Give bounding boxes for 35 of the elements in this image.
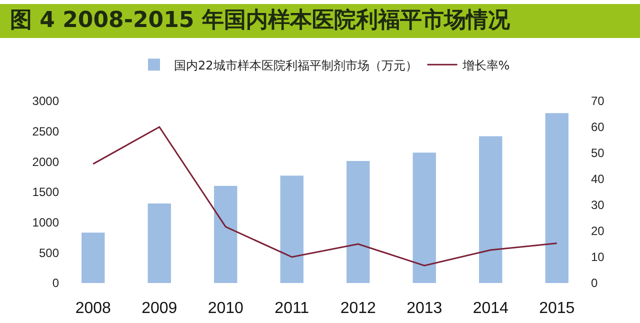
y2-tick-label: 70 xyxy=(591,94,605,108)
x-tick-label: 2009 xyxy=(142,300,178,318)
legend-label: 增长率% xyxy=(461,58,510,72)
y2-tick-label: 0 xyxy=(591,276,598,290)
bar xyxy=(214,186,238,283)
bar xyxy=(280,176,304,283)
y-tick-label: 500 xyxy=(38,246,60,260)
y-tick-label: 2500 xyxy=(32,124,60,139)
y-tick-label: 1000 xyxy=(32,216,60,230)
y2-tick-label: 50 xyxy=(591,146,605,160)
x-tick-label: 2014 xyxy=(472,300,509,318)
x-tick-label: 2011 xyxy=(274,300,310,318)
bar xyxy=(545,113,568,283)
bar xyxy=(346,161,370,283)
y-tick-label: 2000 xyxy=(32,154,60,169)
y2-tick-label: 20 xyxy=(591,224,605,238)
y2-tick-label: 40 xyxy=(591,172,605,186)
y-tick-label: 1500 xyxy=(32,185,60,200)
legend-label: 国内22城市样本医院利福平制剂市场（万元） xyxy=(174,58,418,72)
x-tick-label: 2015 xyxy=(539,300,575,318)
bar xyxy=(82,232,105,283)
y2-tick-label: 30 xyxy=(591,198,605,212)
bar xyxy=(148,204,171,283)
x-tick-label: 2012 xyxy=(340,300,376,318)
bar xyxy=(479,136,502,283)
x-tick-label: 2010 xyxy=(208,300,244,318)
y-tick-label: 3000 xyxy=(32,94,60,108)
line-series xyxy=(92,126,558,266)
y2-tick-label: 60 xyxy=(591,120,605,134)
bar xyxy=(412,152,436,283)
y2-tick-label: 10 xyxy=(591,250,605,264)
x-tick-label: 2013 xyxy=(406,300,442,318)
chart-title: 图 4 2008-2015 年国内样本医院利福平市场情况 xyxy=(0,4,640,38)
y-tick-label: 0 xyxy=(52,276,60,290)
x-tick-label: 2008 xyxy=(75,300,112,318)
